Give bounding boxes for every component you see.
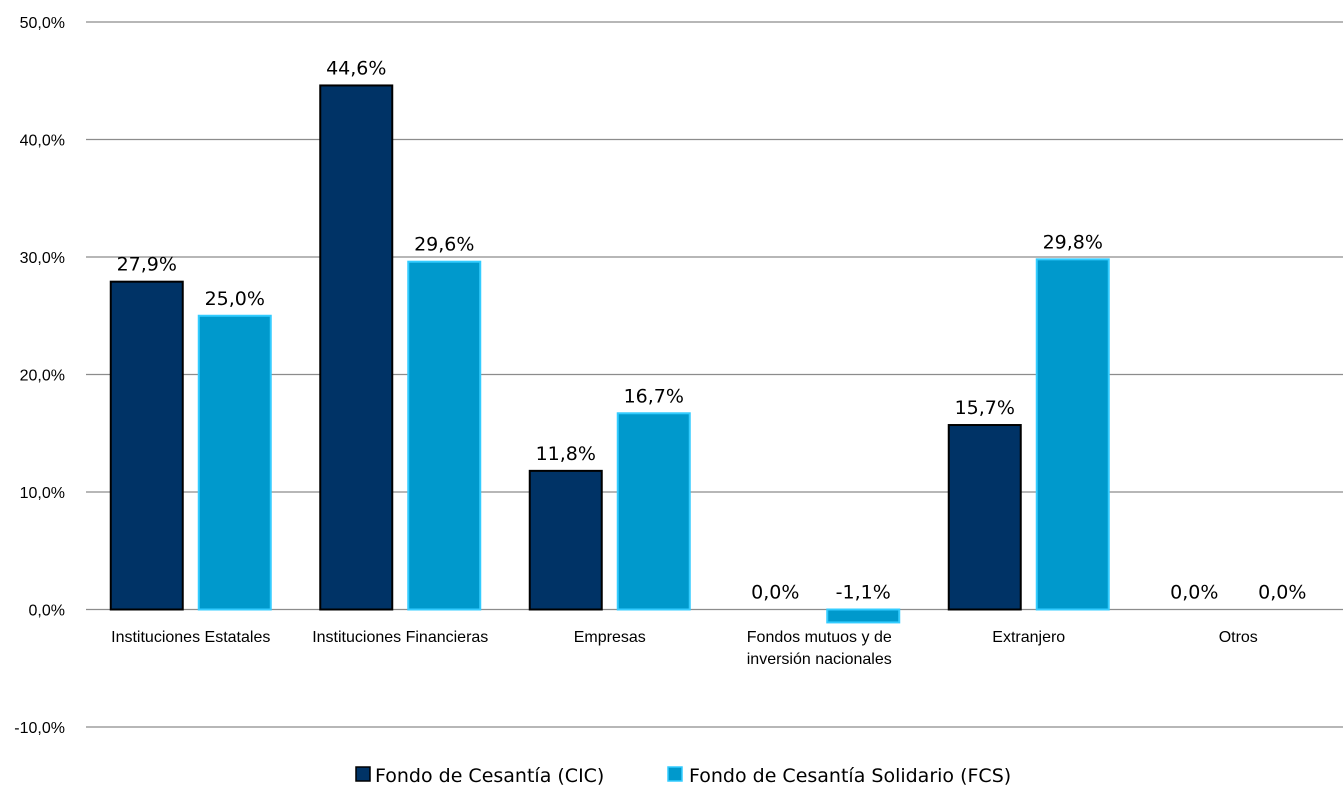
bar-fcs xyxy=(1035,258,1110,611)
legend-label: Fondo de Cesantía (CIC) xyxy=(375,765,604,787)
category-label: Fondos mutuos y de xyxy=(747,629,892,646)
bar-cic xyxy=(319,84,394,611)
bars xyxy=(109,84,1110,624)
y-tick-label: 20,0% xyxy=(20,368,65,385)
y-tick-label: 40,0% xyxy=(20,133,65,150)
bar-fcs xyxy=(407,260,482,611)
y-tick-label: 30,0% xyxy=(20,250,65,267)
category-label: Empresas xyxy=(574,629,646,646)
y-tick-label: -10,0% xyxy=(14,720,65,737)
data-label: 11,8% xyxy=(536,443,596,465)
y-tick-label: 0,0% xyxy=(29,603,65,620)
bar-fcs xyxy=(616,412,691,611)
bar-cic xyxy=(109,280,184,611)
data-label: 15,7% xyxy=(955,397,1015,419)
data-label: 0,0% xyxy=(1170,582,1218,604)
data-label: 29,8% xyxy=(1043,231,1103,253)
bar-cic xyxy=(528,469,603,611)
data-labels: 27,9% 25,0% 44,6% 29,6% 11,8% 16,7% 0,0% -1,1% 1… xyxy=(117,57,1307,603)
category-label: Instituciones Financieras xyxy=(312,629,488,646)
legend-swatch xyxy=(667,766,683,782)
data-label: 16,7% xyxy=(624,385,684,407)
category-label: Instituciones Estatales xyxy=(111,629,270,646)
category-label: Otros xyxy=(1219,629,1258,646)
data-label: -1,1% xyxy=(836,582,891,604)
y-axis-ticks: 50,0% 40,0% 30,0% 20,0% 10,0% 0,0% -10,0% xyxy=(14,15,65,737)
y-tick-label: 10,0% xyxy=(20,485,65,502)
category-label: Extranjero xyxy=(992,629,1065,646)
data-label: 25,0% xyxy=(205,288,265,310)
bar-fcs xyxy=(197,314,272,611)
bar-fcs xyxy=(826,608,901,624)
gridlines xyxy=(86,21,1343,728)
data-label: 0,0% xyxy=(1258,582,1306,604)
data-label: 27,9% xyxy=(117,254,177,276)
y-tick-label: 50,0% xyxy=(20,15,65,32)
data-label: 0,0% xyxy=(751,582,799,604)
legend: Fondo de Cesantía (CIC) Fondo de Cesantía… xyxy=(355,765,1011,787)
category-labels: Instituciones Estatales Instituciones Fin… xyxy=(111,629,1258,668)
data-label: 44,6% xyxy=(326,57,386,79)
legend-label: Fondo de Cesantía Solidario (FCS) xyxy=(689,765,1011,787)
bar-cic xyxy=(947,424,1022,611)
data-label: 29,6% xyxy=(414,234,474,256)
category-label: inversión nacionales xyxy=(747,651,892,668)
legend-swatch xyxy=(355,766,371,782)
